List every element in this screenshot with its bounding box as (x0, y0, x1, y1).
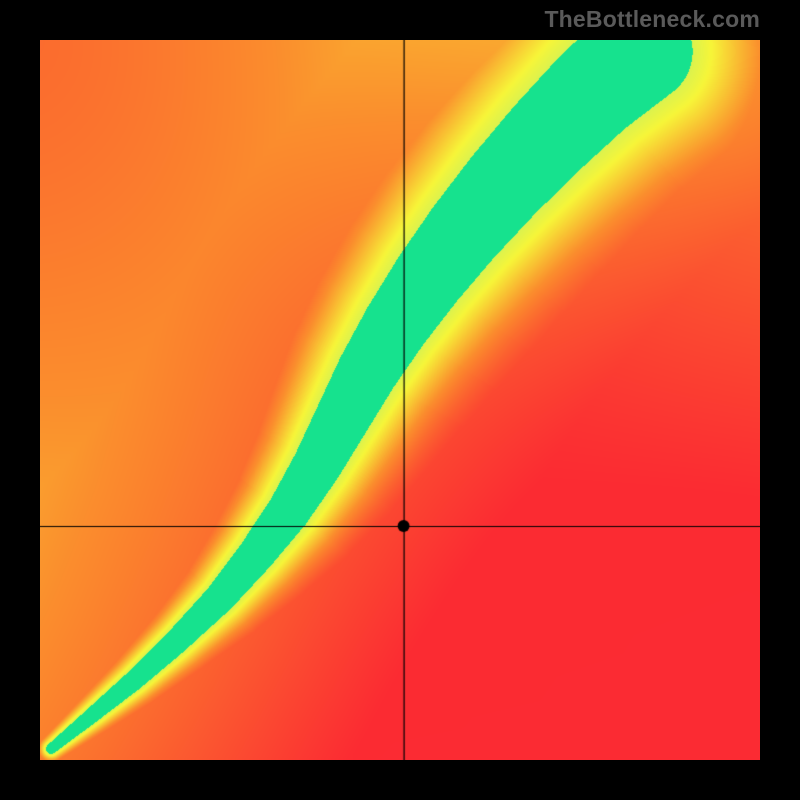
chart-container: TheBottleneck.com (0, 0, 800, 800)
watermark-text: TheBottleneck.com (544, 6, 760, 33)
bottleneck-heatmap (40, 40, 760, 760)
